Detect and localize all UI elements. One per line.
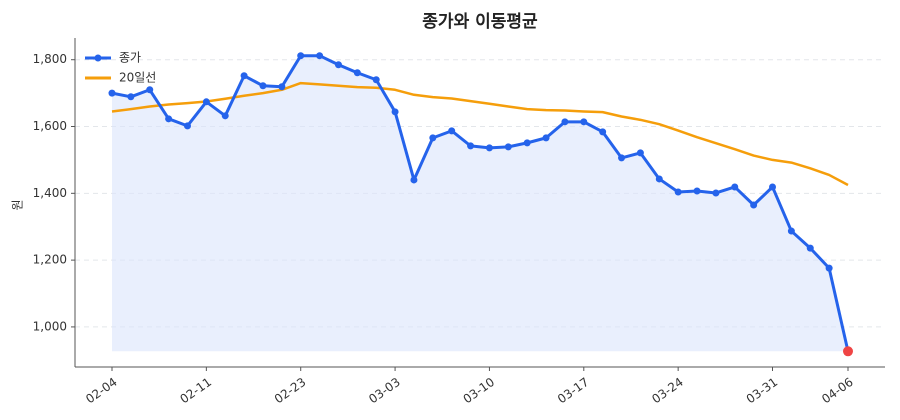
point [618, 154, 626, 162]
point [467, 142, 475, 150]
point [693, 187, 701, 195]
point [674, 188, 682, 196]
legend-label: 종가 [119, 51, 141, 65]
point [429, 134, 437, 142]
point [202, 98, 210, 106]
point [485, 144, 493, 152]
point [655, 175, 663, 183]
chart-title: 종가와 이동평균 [422, 12, 538, 32]
point [391, 108, 399, 116]
area-fill [112, 55, 848, 352]
point [580, 118, 588, 126]
point [523, 139, 531, 147]
point [316, 52, 324, 60]
x-tick-label: 02-04 [83, 375, 120, 406]
point [769, 183, 777, 191]
point [221, 112, 229, 120]
point [146, 86, 154, 94]
point [542, 134, 550, 142]
point [372, 76, 380, 84]
point [712, 189, 720, 197]
last-point [843, 346, 853, 357]
point [806, 244, 814, 252]
point [108, 89, 116, 97]
x-tick-label: 03-17 [555, 375, 592, 406]
x-tick-label: 02-23 [272, 375, 309, 406]
point [278, 83, 286, 91]
point [297, 52, 305, 60]
point [448, 127, 456, 135]
point [240, 72, 248, 80]
point [504, 143, 512, 151]
x-tick-label: 03-31 [744, 375, 781, 406]
x-tick-label: 02-11 [177, 375, 214, 406]
y-tick-label: 1,200 [33, 253, 67, 267]
x-tick-label: 03-24 [649, 375, 686, 406]
legend-label: 20일선 [119, 71, 156, 85]
x-tick-label: 04-06 [819, 375, 856, 406]
point [636, 149, 644, 157]
point [599, 128, 607, 136]
point [825, 264, 833, 272]
legend-marker [94, 54, 102, 62]
y-axis-label: 원 [11, 199, 25, 210]
series-line [111, 54, 850, 352]
point [165, 115, 173, 123]
point [410, 176, 418, 184]
point [183, 122, 191, 130]
point [259, 82, 267, 90]
point [787, 227, 795, 235]
y-tick-label: 1,000 [33, 319, 67, 333]
x-tick-label: 03-10 [461, 375, 498, 406]
y-tick-label: 1,800 [33, 52, 67, 66]
point [334, 61, 342, 69]
point [127, 93, 135, 101]
point [561, 118, 569, 126]
point [750, 201, 758, 209]
point [353, 69, 361, 77]
point [731, 183, 739, 191]
y-tick-label: 1,400 [33, 186, 67, 200]
x-tick-label: 03-03 [366, 375, 403, 406]
y-tick-label: 1,600 [33, 119, 67, 133]
